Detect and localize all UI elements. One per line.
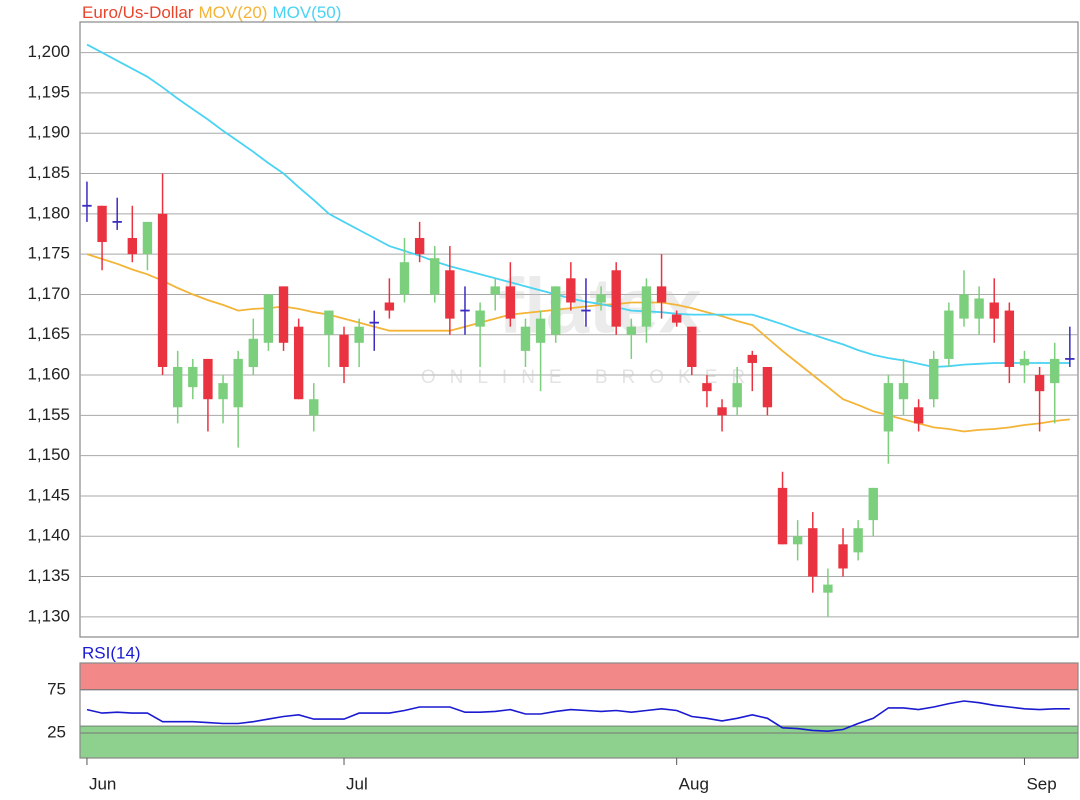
plot-border xyxy=(79,662,1079,759)
candle-body xyxy=(1004,310,1015,367)
candle-body xyxy=(399,262,410,295)
moving-average-line xyxy=(86,253,1070,433)
candle-body xyxy=(626,326,637,335)
y-tick-label: 1,140 xyxy=(27,526,70,545)
candle-body xyxy=(1034,375,1045,392)
candle-body xyxy=(293,326,304,400)
candle-body xyxy=(172,366,183,408)
x-tick-label: Aug xyxy=(679,774,709,793)
moving-average-line xyxy=(86,43,1070,368)
legend-entry: Euro/Us-Dollar xyxy=(82,3,194,22)
candle-body xyxy=(702,383,712,392)
legend-entry: MOV(20) xyxy=(198,3,267,22)
rsi-line xyxy=(86,700,1070,733)
y-tick-label: 1,200 xyxy=(27,42,70,61)
band xyxy=(79,725,1079,759)
candle-body xyxy=(944,310,954,359)
band xyxy=(79,662,1079,691)
candle-body xyxy=(566,278,576,303)
candle-body xyxy=(611,270,621,327)
candle-body xyxy=(747,354,757,363)
candle-body xyxy=(445,270,455,319)
candle-body xyxy=(732,383,742,408)
candle-body xyxy=(384,302,395,311)
candle-body xyxy=(354,326,364,343)
candle-body xyxy=(248,338,258,367)
x-tick-label: Jun xyxy=(89,774,116,793)
y-tick-label: 1,135 xyxy=(27,566,70,585)
candle-body xyxy=(535,318,546,343)
y-tick-label: 1,155 xyxy=(27,405,70,424)
candle-body xyxy=(838,544,848,569)
legend: Euro/Us-Dollar MOV(20) MOV(50) xyxy=(82,3,341,22)
candle-body xyxy=(475,310,485,327)
candle-body xyxy=(989,302,999,319)
y-tick-label: 1,150 xyxy=(27,445,70,464)
candle-body xyxy=(309,399,319,416)
candle-body xyxy=(520,326,531,351)
candle-body xyxy=(596,294,606,303)
candle-body xyxy=(551,286,561,335)
candle-body xyxy=(218,383,228,400)
y-tick-label: 1,175 xyxy=(27,244,70,263)
y-tick-label: 1,180 xyxy=(27,203,70,222)
candle-body xyxy=(792,536,803,545)
y-tick-label: 1,145 xyxy=(27,485,70,504)
candle-body xyxy=(490,286,500,295)
candle-body xyxy=(929,358,939,400)
candle-body xyxy=(157,213,168,367)
candle-body xyxy=(1050,358,1060,384)
candle-body xyxy=(808,528,818,577)
candle-body xyxy=(671,314,682,323)
candle-body xyxy=(959,294,969,319)
candle-body xyxy=(97,205,107,243)
x-tick-label: Jul xyxy=(346,774,368,793)
candle-body xyxy=(339,334,349,367)
candle-body xyxy=(717,407,727,416)
legend-entry: MOV(50) xyxy=(272,3,341,22)
y-tick-label: 1,130 xyxy=(27,606,70,625)
candle-body xyxy=(203,358,213,400)
y-tick-label: 25 xyxy=(47,722,66,741)
candle-body xyxy=(853,528,863,553)
y-tick-label: 1,195 xyxy=(27,82,70,101)
candle-body xyxy=(263,294,274,343)
y-tick-label: 1,165 xyxy=(27,324,70,343)
y-tick-label: 1,170 xyxy=(27,284,70,303)
candle-body xyxy=(898,383,909,400)
candle-body xyxy=(762,366,773,408)
candle-body xyxy=(974,298,984,319)
candle-body xyxy=(913,407,924,424)
x-tick-label: Sep xyxy=(1026,774,1056,793)
candle-body xyxy=(430,258,440,295)
candle-body xyxy=(324,310,334,335)
candle-body xyxy=(777,487,788,545)
candle-body xyxy=(414,238,425,255)
candle-body xyxy=(656,286,667,303)
plot-area xyxy=(79,21,1079,638)
y-tick-label: 1,185 xyxy=(27,163,70,182)
candle-body xyxy=(641,286,652,327)
candle-body xyxy=(127,238,138,255)
candle-body xyxy=(1019,358,1030,366)
candle-body xyxy=(823,584,833,593)
y-tick-label: 1,190 xyxy=(27,123,70,142)
candle-body xyxy=(687,326,697,367)
panel-title: RSI(14) xyxy=(82,643,141,662)
watermark-tagline: ONLINE BROKER xyxy=(421,367,759,388)
candle-body xyxy=(868,487,878,521)
y-tick-label: 75 xyxy=(47,679,66,698)
candle-body xyxy=(883,383,894,432)
y-tick-label: 1,160 xyxy=(27,365,70,384)
candle-body xyxy=(278,286,289,343)
candle-body xyxy=(142,221,153,255)
candle-body xyxy=(505,286,516,319)
candle-body xyxy=(233,358,243,408)
candle-body xyxy=(188,366,198,388)
